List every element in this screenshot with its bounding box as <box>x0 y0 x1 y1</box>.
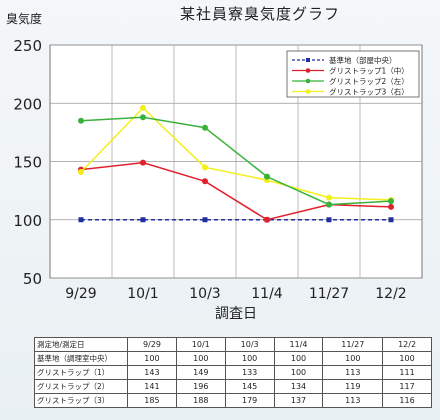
data-point <box>326 217 332 223</box>
chart-title: 某社員寮臭気度グラフ <box>179 5 340 23</box>
table-cell: 137 <box>273 393 324 408</box>
data-point <box>202 164 208 171</box>
x-tick-label: 9/29 <box>65 286 96 302</box>
table-row: グリストラップ（3） 185 188 179 137 113 116 <box>34 393 432 408</box>
table-cell: 113 <box>322 393 384 408</box>
table-cell: 179 <box>224 393 275 408</box>
legend-label: グリストラップ1（中） <box>329 66 409 76</box>
table-cell: 12/2 <box>382 337 432 352</box>
series-line-4 <box>80 116 392 206</box>
table-cell: 149 <box>175 365 226 380</box>
legend-label: グリストラップ2（左） <box>329 76 409 86</box>
x-tick-label: 11/4 <box>251 286 283 302</box>
data-point <box>264 216 270 223</box>
data-point <box>326 201 332 208</box>
table-cell: 188 <box>175 393 226 408</box>
table-cell: 185 <box>127 393 177 408</box>
table-cell: 11/27 <box>322 337 384 352</box>
data-point <box>78 217 84 223</box>
data-point <box>140 159 146 166</box>
y-tick-label: 250 <box>13 37 42 55</box>
data-point <box>202 217 208 223</box>
data-point <box>202 124 208 131</box>
table-cell: 119 <box>322 379 384 394</box>
table-cell: 145 <box>224 379 275 394</box>
x-axis-label: 調査日 <box>215 306 257 322</box>
y-tick-label: 100 <box>13 212 42 230</box>
x-tick-label: 11/27 <box>309 286 349 302</box>
table-cell: 116 <box>382 393 432 408</box>
table-row: 基準地（調理室中央） 100 100 100 100 100 100 <box>34 351 432 366</box>
data-point <box>202 178 208 185</box>
table-cell: 100 <box>224 351 275 366</box>
table-cell: 100 <box>382 351 432 366</box>
data-point <box>78 168 84 175</box>
x-tick-label: 12/2 <box>375 286 406 302</box>
table-row-header: グリストラップ（3） <box>34 393 128 408</box>
legend-marker <box>306 58 310 62</box>
y-tick-label: 50 <box>23 270 42 288</box>
table-row-header: グリストラップ（1） <box>34 365 128 380</box>
table-cell: 100 <box>273 351 324 366</box>
series-line-2 <box>80 161 392 221</box>
table-cell: 133 <box>224 365 275 380</box>
table-cell: 117 <box>382 379 432 394</box>
table-header-row: 測定地/測定日 9/29 10/1 10/3 11/4 11/27 12/2 <box>34 337 432 352</box>
data-point <box>388 217 394 223</box>
y-axis-label: 臭気度 <box>6 12 43 26</box>
data-table: 測定地/測定日 9/29 10/1 10/3 11/4 11/27 12/2 基準地（調理室中… <box>34 337 432 408</box>
table-row-header: グリストラップ（2） <box>34 379 128 394</box>
data-point <box>264 173 270 180</box>
data-point <box>326 194 332 201</box>
table-row: グリストラップ（2） 141 196 145 134 119 117 <box>34 379 432 394</box>
table-cell: 113 <box>322 365 384 380</box>
table-cell: 141 <box>127 379 177 394</box>
table-cell: 100 <box>127 351 177 366</box>
x-tick-label: 10/3 <box>189 286 220 302</box>
table-cell: 10/1 <box>175 337 226 352</box>
legend-marker <box>305 78 311 84</box>
table-row: グリストラップ（1） 143 149 133 100 113 111 <box>34 365 432 380</box>
table-cell: 196 <box>175 379 226 394</box>
y-tick-label: 200 <box>13 95 42 113</box>
table-cell: 100 <box>322 351 384 366</box>
table-row-header: 測定地/測定日 <box>34 337 128 352</box>
legend-label: 基準地（部屋中央） <box>329 55 397 65</box>
y-tick-label: 150 <box>13 154 42 172</box>
table-cell: 111 <box>382 365 432 380</box>
legend-marker <box>305 89 311 94</box>
table-row-header: 基準地（調理室中央） <box>34 351 128 366</box>
table-cell: 11/4 <box>273 337 324 352</box>
legend-marker <box>305 68 311 73</box>
table-cell: 143 <box>127 365 177 380</box>
table-cell: 100 <box>175 351 226 366</box>
x-tick-label: 10/1 <box>127 286 158 302</box>
table-cell: 9/29 <box>127 337 177 352</box>
table-cell: 134 <box>273 379 324 394</box>
data-point <box>78 117 84 124</box>
table-cell: 100 <box>273 365 324 380</box>
chart-area: 250 200 150 100 50 9/29 10/1 10/3 11/4 11/27 12/2 調… <box>13 37 423 322</box>
data-point <box>388 203 394 210</box>
data-point <box>140 104 146 111</box>
data-point <box>140 114 146 121</box>
legend-label: グリストラップ3（右） <box>329 87 409 97</box>
series-line-3 <box>80 106 392 201</box>
data-point <box>388 198 394 205</box>
table-cell: 10/3 <box>224 337 275 352</box>
data-point <box>140 217 146 223</box>
